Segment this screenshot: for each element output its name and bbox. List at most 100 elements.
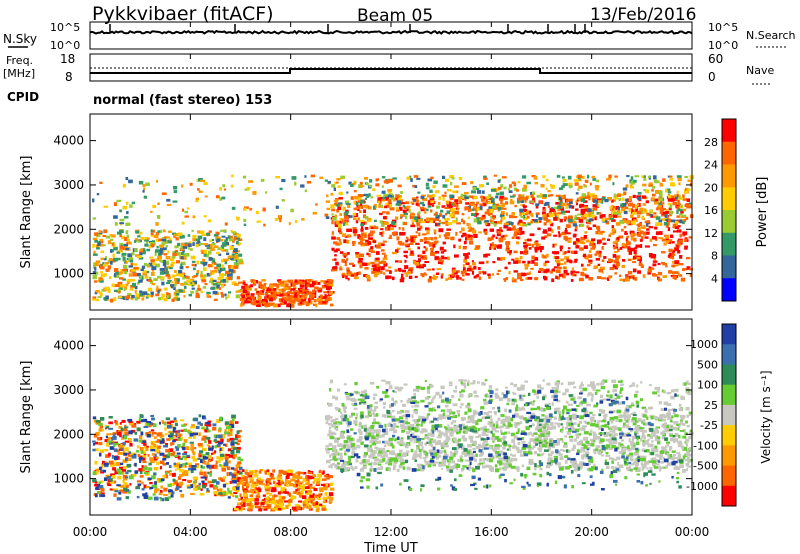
range-cell — [570, 279, 574, 282]
range-cell — [150, 210, 153, 213]
range-cell — [150, 242, 155, 245]
range-cell — [434, 240, 439, 244]
range-cell — [488, 385, 493, 389]
range-cell — [389, 451, 393, 455]
range-cell — [461, 182, 467, 185]
range-cell — [476, 207, 481, 211]
range-cell — [572, 223, 577, 227]
range-cell — [456, 222, 461, 225]
range-cell — [302, 298, 306, 301]
range-cell — [477, 220, 482, 225]
range-cell — [466, 255, 469, 259]
range-cell — [325, 418, 330, 421]
range-cell — [568, 221, 573, 224]
range-cell — [431, 276, 436, 280]
range-cell — [357, 261, 363, 265]
range-cell — [607, 197, 612, 201]
range-cell — [466, 450, 471, 455]
range-cell — [347, 204, 351, 208]
range-cell — [429, 194, 433, 199]
range-cell — [489, 228, 494, 232]
range-cell — [346, 239, 350, 244]
range-cell — [595, 423, 599, 428]
range-cell — [382, 434, 385, 438]
range-cell — [645, 449, 650, 453]
range-cell — [414, 262, 419, 266]
range-cell — [621, 446, 624, 451]
range-cell — [611, 460, 614, 464]
range-cell — [659, 183, 664, 187]
range-cell — [206, 273, 211, 277]
range-cell — [451, 273, 454, 277]
range-cell — [563, 269, 568, 274]
range-cell — [525, 277, 529, 280]
range-cell — [654, 436, 658, 439]
range-cell — [195, 292, 199, 295]
range-cell — [562, 449, 566, 452]
range-cell — [553, 455, 558, 459]
range-cell — [675, 427, 679, 431]
range-cell — [588, 218, 591, 222]
range-cell — [461, 278, 465, 281]
range-cell — [261, 286, 265, 289]
range-cell — [424, 416, 429, 421]
range-cell — [495, 447, 500, 450]
range-cell — [335, 417, 339, 420]
range-cell — [159, 244, 164, 248]
range-cell — [326, 451, 330, 454]
range-cell — [567, 182, 573, 186]
range-cell — [382, 240, 387, 243]
range-cell — [505, 241, 511, 245]
range-cell — [114, 222, 118, 226]
range-cell — [657, 205, 663, 208]
range-cell — [167, 265, 170, 269]
range-cell — [127, 253, 133, 258]
range-cell — [484, 211, 489, 215]
range-cell — [669, 204, 673, 209]
range-cell — [331, 232, 334, 236]
range-cell — [188, 243, 192, 247]
range-cell — [184, 210, 188, 214]
range-cell — [420, 449, 425, 452]
range-cell — [478, 231, 482, 234]
range-cell — [280, 283, 286, 287]
range-cell — [320, 280, 324, 283]
range-cell — [175, 273, 180, 277]
range-cell — [238, 253, 243, 257]
range-cell — [143, 195, 148, 199]
range-cell — [605, 438, 610, 442]
range-cell — [403, 254, 408, 258]
range-cell — [556, 213, 559, 217]
range-cell — [200, 179, 206, 183]
range-cell — [578, 185, 583, 189]
range-cell — [509, 453, 513, 456]
range-cell — [146, 240, 149, 244]
range-cell — [340, 175, 346, 179]
range-cell — [470, 201, 475, 205]
range-cell — [668, 218, 672, 223]
range-cell — [665, 224, 669, 228]
range-cell — [365, 431, 369, 436]
range-cell — [467, 226, 472, 229]
range-cell — [676, 441, 680, 444]
range-cell — [543, 262, 547, 267]
range-cell — [581, 263, 584, 267]
range-cell — [497, 206, 502, 211]
range-cell — [659, 210, 663, 214]
range-cell — [674, 220, 679, 224]
range-cell — [359, 431, 363, 436]
range-cell — [93, 262, 96, 267]
range-cell — [364, 177, 369, 180]
range-cell — [545, 187, 548, 190]
range-cell — [652, 193, 656, 197]
range-cell — [621, 203, 627, 207]
range-cell — [607, 277, 610, 281]
range-cell — [562, 274, 565, 278]
range-cell — [96, 193, 100, 196]
range-cell — [360, 199, 365, 204]
range-cell — [592, 224, 597, 227]
range-cell — [331, 247, 335, 251]
range-cell — [331, 236, 336, 240]
range-cell — [410, 424, 415, 428]
range-cell — [353, 272, 359, 276]
